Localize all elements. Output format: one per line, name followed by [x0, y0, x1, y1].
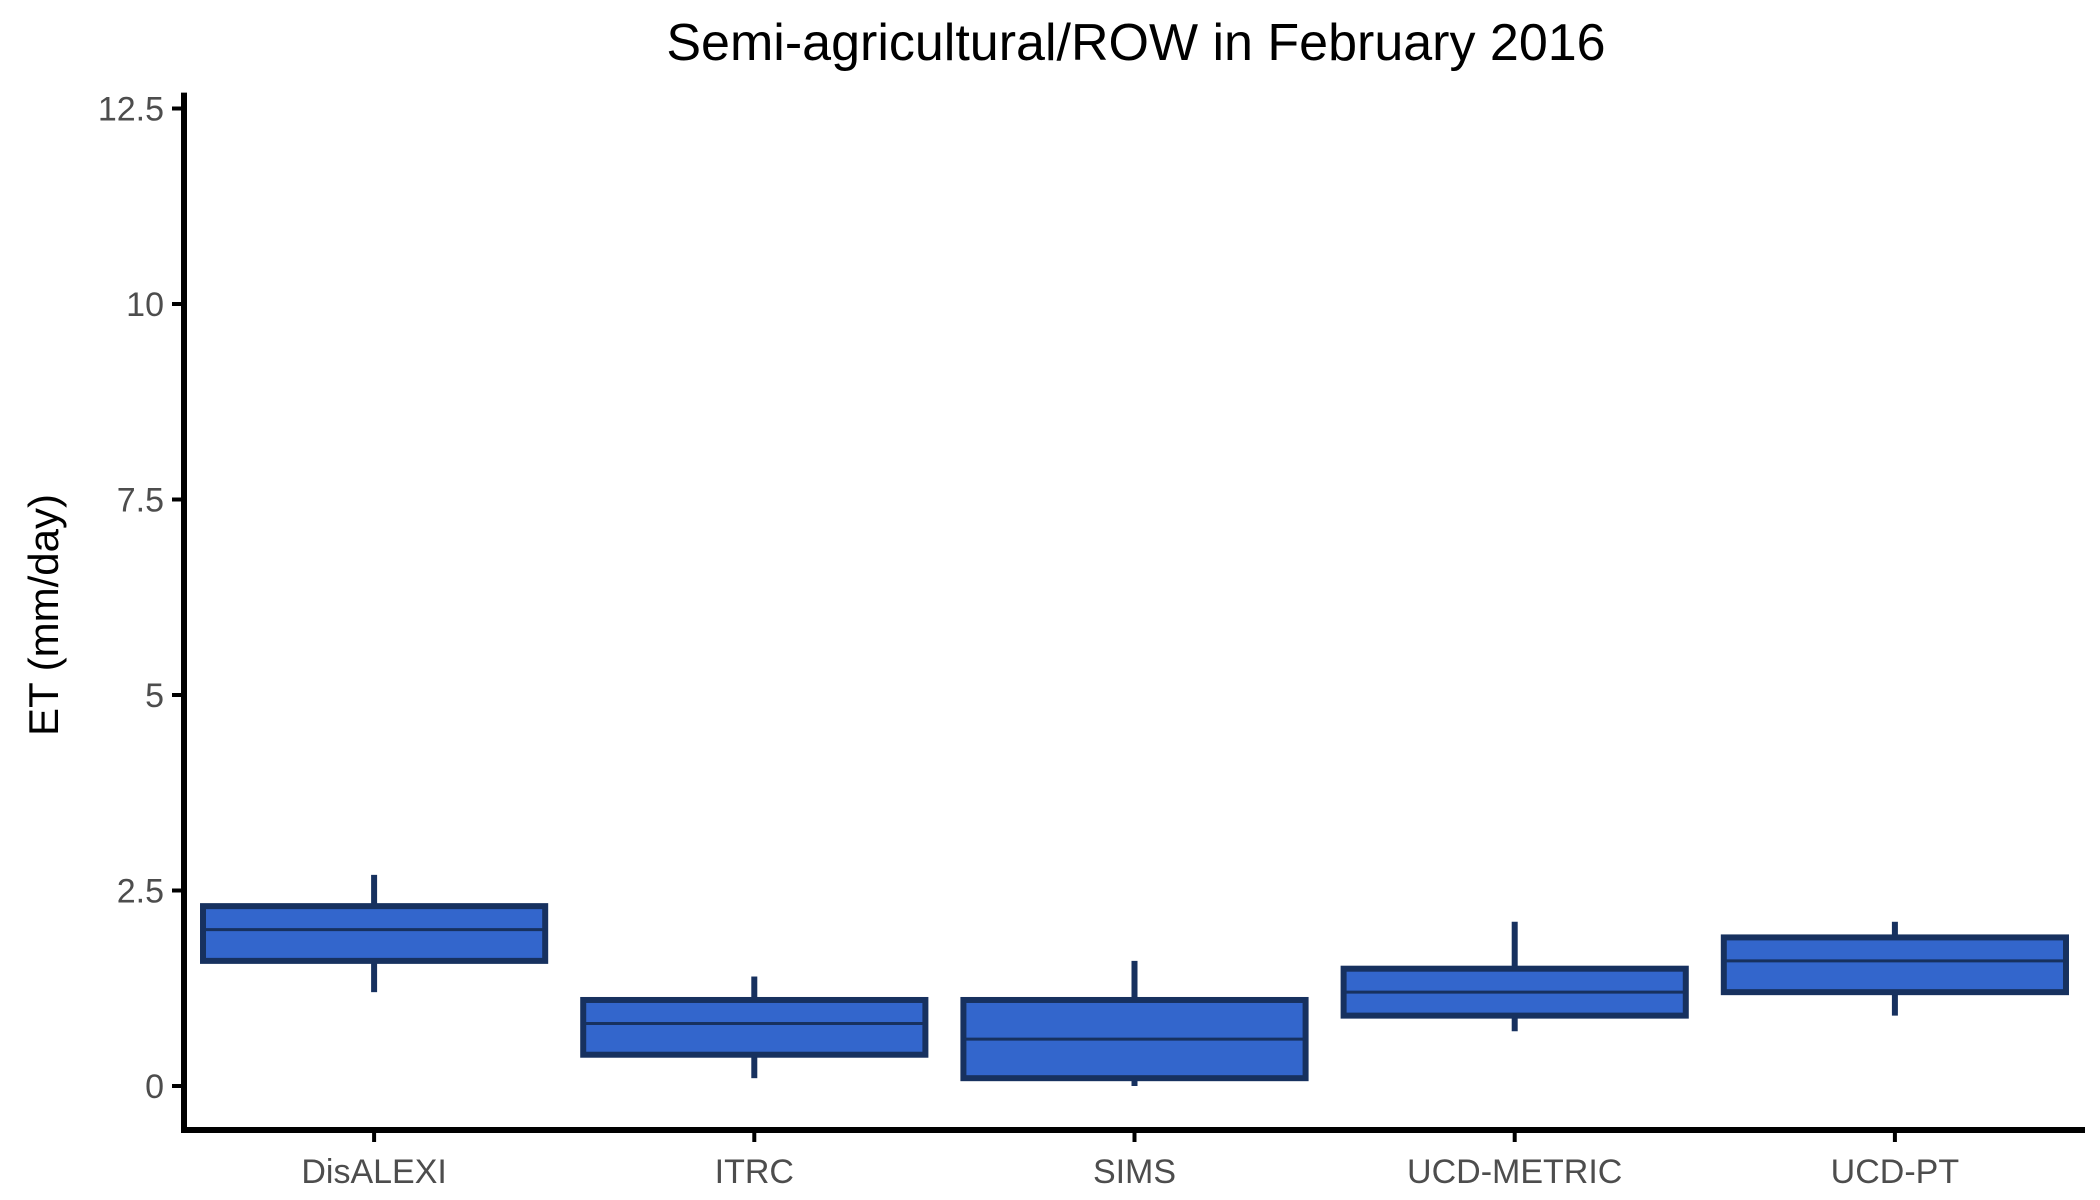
y-tick-label: 12.5	[98, 91, 164, 129]
x-tick-label: SIMS	[1093, 1153, 1176, 1191]
y-tick-label: 2.5	[117, 873, 164, 911]
x-tick-label: UCD-METRIC	[1407, 1153, 1622, 1191]
box-ucd-pt	[1720, 934, 2069, 996]
chart-title: Semi-agricultural/ROW in February 2016	[666, 14, 1605, 72]
x-tick-label: ITRC	[715, 1153, 794, 1191]
y-tick-label: 5	[145, 677, 164, 715]
y-tick-label: 7.5	[117, 482, 164, 520]
x-tick-label: UCD-PT	[1831, 1153, 1959, 1191]
x-tick-label: DisALEXI	[301, 1153, 447, 1191]
box-itrc	[580, 996, 929, 1058]
plot-area: 0 2.5 5 7.5 10 12.5 DisALEXI ITRC SIMS UCD-METRIC…	[98, 91, 2085, 1191]
y-axis-title: ET (mm/day)	[20, 494, 67, 736]
y-tick-label: 10	[126, 286, 164, 324]
box-disalexi	[200, 903, 549, 964]
y-tick-label: 0	[145, 1068, 164, 1106]
